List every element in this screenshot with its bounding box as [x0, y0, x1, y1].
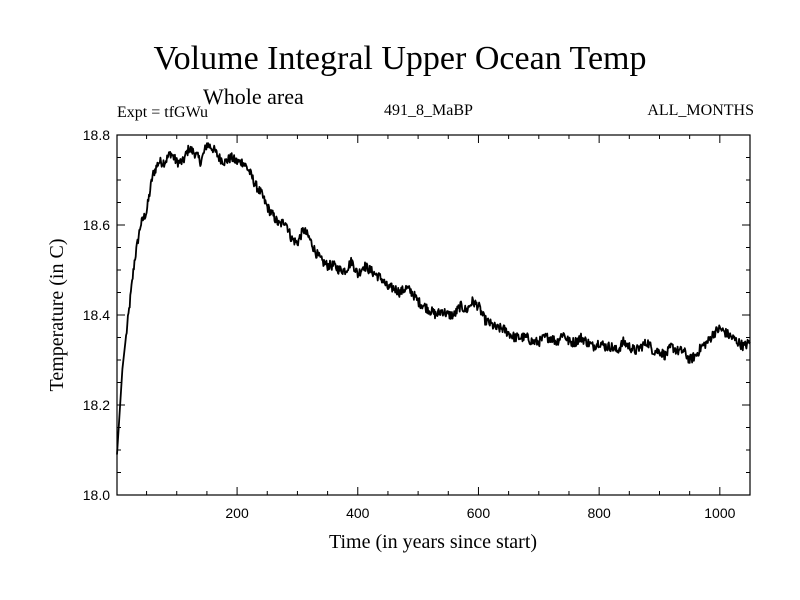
y-axis-title: Temperature (in C): [46, 239, 68, 392]
y-tick-label: 18.8: [83, 127, 110, 143]
x-axis-title: Time (in years since start): [329, 531, 537, 553]
x-tick-label: 1000: [704, 505, 735, 521]
x-tick-label: 600: [467, 505, 491, 521]
chart-title: Volume Integral Upper Ocean Temp: [153, 40, 647, 77]
x-tick-label: 400: [346, 505, 370, 521]
x-tick-label: 200: [225, 505, 249, 521]
y-tick-label: 18.6: [83, 217, 110, 233]
y-tick-label: 18.2: [83, 397, 110, 413]
months-label: ALL_MONTHS: [647, 102, 754, 119]
series-line-tfGWu: [116, 142, 751, 455]
run-label: 491_8_MaBP: [384, 102, 473, 119]
y-tick-label: 18.4: [83, 307, 110, 323]
chart-subtitle: Whole area: [203, 84, 304, 109]
x-tick-label: 800: [587, 505, 611, 521]
plot-frame: [116, 134, 751, 496]
y-tick-label: 18.0: [83, 487, 110, 503]
experiment-label: Expt = tfGWu: [117, 104, 209, 121]
